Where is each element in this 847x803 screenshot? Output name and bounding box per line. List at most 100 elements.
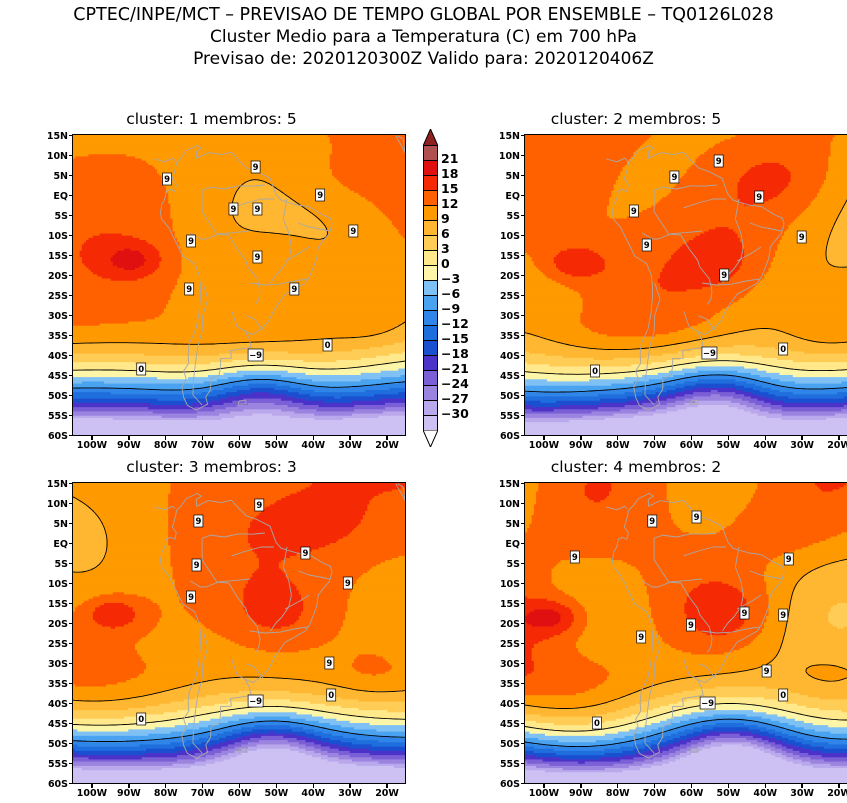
y-axis-tick-label: 45S xyxy=(499,718,520,730)
x-axis-tick xyxy=(727,435,730,440)
colorbar-arrow-top xyxy=(423,129,438,146)
colorbar-tick-label: 0 xyxy=(441,256,450,271)
contour-label: −9 xyxy=(249,697,262,707)
y-axis-tick xyxy=(69,274,73,277)
y-axis-tick xyxy=(69,414,73,417)
x-axis-tick xyxy=(801,783,803,788)
colorbar-tick-label: 9 xyxy=(441,211,450,226)
figure-header: CPTEC/INPE/MCT – PREVISAO DE TEMPO GLOBA… xyxy=(0,4,847,70)
y-axis-tick-label: 35S xyxy=(47,330,68,342)
x-axis-tick xyxy=(164,783,167,788)
x-axis-tick-label: 40W xyxy=(301,440,326,451)
y-axis-tick-label: 45S xyxy=(47,370,68,382)
contour-label: 9 xyxy=(638,633,644,643)
x-axis-tick xyxy=(275,435,278,440)
x-axis-tick xyxy=(653,435,656,440)
y-axis-tick xyxy=(69,234,73,237)
y-axis-tick-label: 15N xyxy=(498,478,520,490)
colorbar-band xyxy=(424,191,437,206)
x-axis-tick xyxy=(580,435,582,440)
x-axis-tick-label: 50W xyxy=(264,440,289,451)
contour-label: 0 xyxy=(138,365,144,375)
y-axis-tick xyxy=(69,662,73,665)
contour-label: 9 xyxy=(186,285,192,295)
colorbar-band xyxy=(424,206,437,221)
colorbar-tick-label: 3 xyxy=(441,241,450,256)
contour-label: 9 xyxy=(688,621,694,631)
y-axis-tick xyxy=(69,334,73,337)
y-axis-tick-label: 10N xyxy=(46,150,68,162)
y-axis-tick xyxy=(521,482,525,485)
contour-label: 9 xyxy=(764,667,770,677)
contour-label: 9 xyxy=(631,207,637,217)
y-axis-tick-label: 10N xyxy=(498,150,520,162)
x-axis-tick-label: 100W xyxy=(76,440,108,451)
y-axis-tick xyxy=(521,214,525,217)
y-axis-tick-label: 40S xyxy=(47,698,68,710)
contour-label: 9 xyxy=(256,501,262,511)
x-axis-tick xyxy=(312,783,315,788)
colorbar-band xyxy=(424,341,437,356)
panel-title-1: cluster: 1 membros: 5 xyxy=(126,110,297,128)
contour-label: 9 xyxy=(326,659,332,669)
x-axis-tick-label: 30W xyxy=(338,440,362,451)
colorbar-tick-label: 6 xyxy=(441,226,450,241)
y-axis-tick-label: 60S xyxy=(47,430,68,442)
contour-label: 9 xyxy=(786,555,792,565)
x-axis-tick xyxy=(690,783,693,788)
y-axis-tick-label: EQ xyxy=(505,190,520,202)
y-axis-tick xyxy=(521,174,525,177)
header-line-2: Cluster Medio para a Temperatura (C) em … xyxy=(210,27,637,47)
y-axis-tick-label: 5S xyxy=(54,210,68,222)
y-axis-tick-label: 45S xyxy=(499,370,520,382)
x-axis-tick-label: 60W xyxy=(227,440,252,451)
x-axis-tick-label: 40W xyxy=(753,440,778,451)
y-axis-tick xyxy=(69,702,73,705)
colorbar-band xyxy=(424,161,437,176)
x-axis-tick-label: 70W xyxy=(642,788,667,799)
y-axis-tick-label: 5N xyxy=(505,170,520,182)
y-axis-tick xyxy=(521,414,525,417)
y-axis-tick-label: 25S xyxy=(47,638,68,650)
colorbar-tick-label: −6 xyxy=(441,286,461,301)
y-axis-tick-label: 40S xyxy=(47,350,68,362)
x-axis-tick xyxy=(91,435,93,440)
x-axis-tick xyxy=(128,783,130,788)
y-axis-tick xyxy=(521,294,525,297)
y-axis-tick-label: 10S xyxy=(499,230,520,242)
y-axis-tick xyxy=(69,622,73,625)
colorbar-band xyxy=(424,416,437,431)
header-line-1: CPTEC/INPE/MCT – PREVISAO DE TEMPO GLOBA… xyxy=(73,5,774,25)
x-axis-tick xyxy=(201,783,204,788)
x-axis-tick xyxy=(164,435,167,440)
contour-label: 0 xyxy=(138,715,144,725)
y-axis-tick xyxy=(69,482,73,485)
contour-label: 9 xyxy=(350,227,356,237)
colorbar-bands xyxy=(423,145,438,431)
contour-fill-layer: 9 9 9 9 9 9 9 9 9 0 0 −9 xyxy=(525,483,847,783)
y-axis-tick xyxy=(69,722,73,725)
y-axis-tick xyxy=(521,542,525,545)
x-axis-tick-label: 80W xyxy=(153,440,178,451)
x-axis-tick xyxy=(764,783,767,788)
y-axis-tick xyxy=(521,274,525,277)
contour-label: 9 xyxy=(194,561,200,571)
y-axis-tick-label: 10N xyxy=(46,498,68,510)
y-axis-tick xyxy=(69,502,73,505)
y-axis-tick-label: EQ xyxy=(505,538,520,550)
y-axis-tick-label: 15S xyxy=(47,598,68,610)
colorbar-tick-label: −21 xyxy=(441,361,469,376)
x-axis-tick xyxy=(616,783,619,788)
y-axis-tick xyxy=(521,782,525,785)
contour-label: 9 xyxy=(188,237,194,247)
contour-label: 9 xyxy=(799,233,805,243)
colorbar-tick-label: −9 xyxy=(441,301,461,316)
contour-label: 9 xyxy=(317,191,323,201)
y-axis-tick-label: 55S xyxy=(47,410,68,422)
y-axis-tick-label: 50S xyxy=(47,390,68,402)
y-axis-tick-label: 30S xyxy=(499,310,520,322)
x-axis-tick-label: 30W xyxy=(790,440,814,451)
colorbar-tick-label: 12 xyxy=(441,196,459,211)
colorbar-tick-label: −18 xyxy=(441,346,469,361)
y-axis-tick-label: 5N xyxy=(53,518,68,530)
